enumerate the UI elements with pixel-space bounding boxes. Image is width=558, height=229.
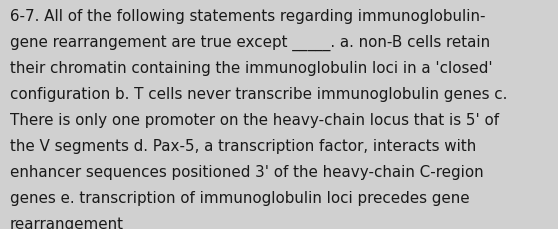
Text: enhancer sequences positioned 3' of the heavy-chain C-region: enhancer sequences positioned 3' of the … bbox=[10, 164, 484, 179]
Text: the V segments d. Pax-5, a transcription factor, interacts with: the V segments d. Pax-5, a transcription… bbox=[10, 139, 477, 153]
Text: configuration b. T cells never transcribe immunoglobulin genes c.: configuration b. T cells never transcrib… bbox=[10, 87, 507, 102]
Text: There is only one promoter on the heavy-chain locus that is 5' of: There is only one promoter on the heavy-… bbox=[10, 113, 499, 128]
Text: their chromatin containing the immunoglobulin loci in a 'closed': their chromatin containing the immunoglo… bbox=[10, 61, 493, 76]
Text: gene rearrangement are true except _____. a. non-B cells retain: gene rearrangement are true except _____… bbox=[10, 35, 490, 51]
Text: rearrangement: rearrangement bbox=[10, 216, 124, 229]
Text: 6-7. All of the following statements regarding immunoglobulin-: 6-7. All of the following statements reg… bbox=[10, 9, 485, 24]
Text: genes e. transcription of immunoglobulin loci precedes gene: genes e. transcription of immunoglobulin… bbox=[10, 190, 470, 205]
